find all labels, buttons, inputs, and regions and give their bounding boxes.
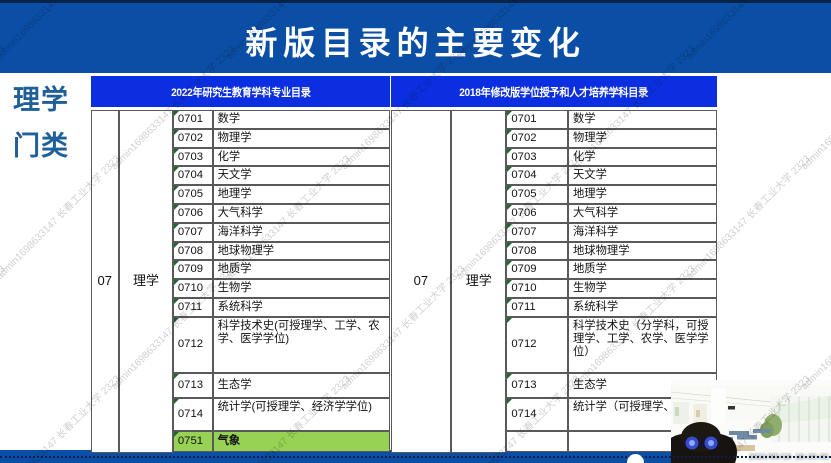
svg-text:admin1698633147 长春工业大学 2323: admin1698633147 长春工业大学 2323: [798, 262, 831, 392]
